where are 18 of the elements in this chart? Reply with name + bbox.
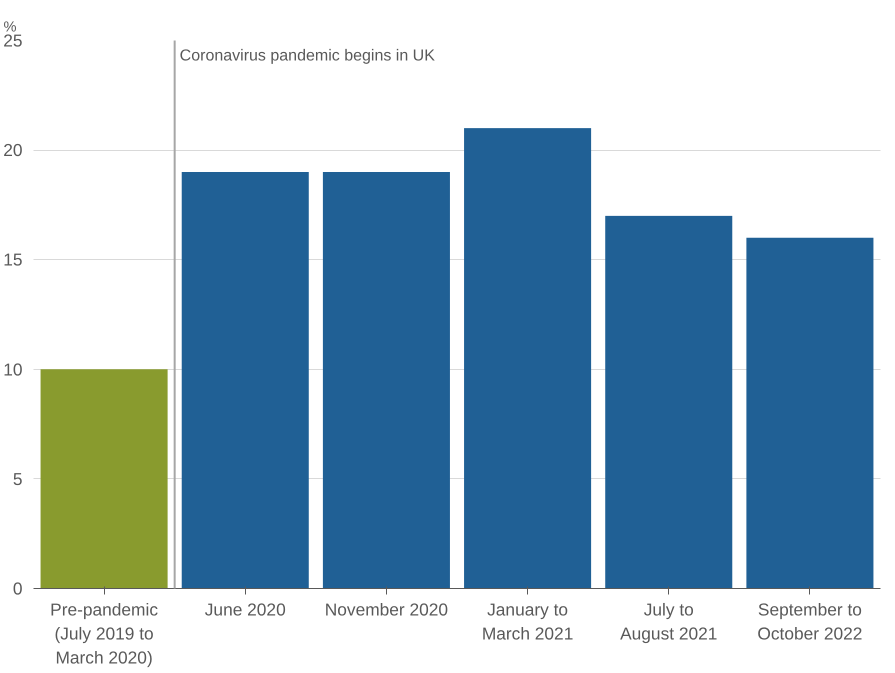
bar <box>746 238 874 588</box>
bar <box>182 172 309 588</box>
bar <box>464 128 592 588</box>
x-tick-label: June 2020 <box>204 600 286 620</box>
x-tick-label: September to October 2022 <box>757 600 862 644</box>
bar <box>40 369 168 588</box>
y-tick-label: 5 <box>12 468 23 489</box>
x-tick-label: January to March 2021 <box>482 600 574 644</box>
y-tick-label: 0 <box>12 578 23 598</box>
x-tick-label: July to August 2021 <box>620 600 718 644</box>
y-tick-label: 15 <box>3 250 23 270</box>
bar <box>322 172 450 588</box>
y-tick-label: 20 <box>3 140 23 160</box>
x-tick-label: November 2020 <box>324 600 448 620</box>
bar <box>605 216 732 588</box>
ref-line-label: Coronavirus pandemic begins in UK <box>180 48 436 64</box>
x-tick-label: Pre-pandemic (July 2019 to March 2020) <box>50 600 158 668</box>
y-tick-label: 10 <box>3 359 23 380</box>
